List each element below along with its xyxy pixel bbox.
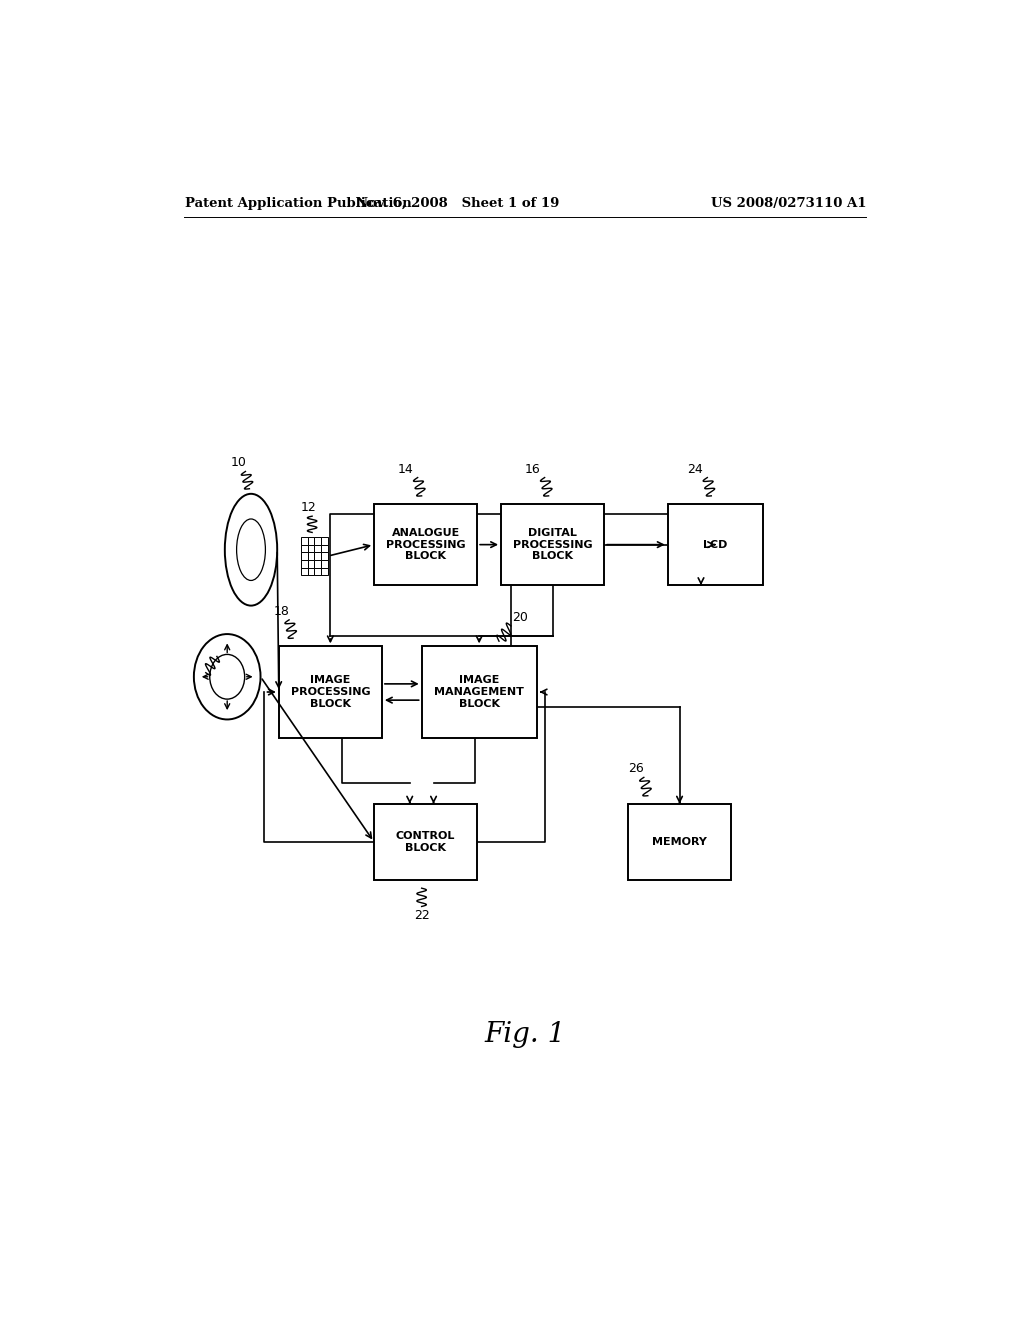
Bar <box>322 545 328 552</box>
Circle shape <box>210 655 245 700</box>
Circle shape <box>194 634 260 719</box>
Bar <box>301 537 308 545</box>
Text: IMAGE
PROCESSING
BLOCK: IMAGE PROCESSING BLOCK <box>291 676 371 709</box>
Text: LCD: LCD <box>703 540 727 549</box>
Bar <box>314 560 322 568</box>
Bar <box>314 537 322 545</box>
Bar <box>322 552 328 560</box>
Ellipse shape <box>225 494 278 606</box>
Text: 18: 18 <box>273 605 289 618</box>
Text: US 2008/0273110 A1: US 2008/0273110 A1 <box>711 197 866 210</box>
FancyBboxPatch shape <box>374 804 477 880</box>
Text: 14: 14 <box>398 462 414 475</box>
Bar <box>322 560 328 568</box>
Text: DIGITAL
PROCESSING
BLOCK: DIGITAL PROCESSING BLOCK <box>513 528 593 561</box>
Bar <box>301 560 308 568</box>
FancyBboxPatch shape <box>628 804 731 880</box>
Text: Patent Application Publication: Patent Application Publication <box>185 197 412 210</box>
Text: 12: 12 <box>301 502 316 515</box>
Text: 22: 22 <box>414 908 429 921</box>
Bar <box>308 568 314 576</box>
FancyBboxPatch shape <box>374 504 477 585</box>
FancyBboxPatch shape <box>501 504 604 585</box>
Text: CONTROL
BLOCK: CONTROL BLOCK <box>396 832 456 853</box>
Text: Nov. 6, 2008   Sheet 1 of 19: Nov. 6, 2008 Sheet 1 of 19 <box>355 197 559 210</box>
Bar <box>308 537 314 545</box>
Text: 24: 24 <box>687 462 703 475</box>
Bar <box>301 552 308 560</box>
FancyBboxPatch shape <box>422 647 537 738</box>
Bar <box>308 560 314 568</box>
FancyBboxPatch shape <box>279 647 382 738</box>
Bar <box>314 568 322 576</box>
Bar <box>322 537 328 545</box>
Bar <box>314 545 322 552</box>
Text: 10: 10 <box>231 457 247 470</box>
Bar <box>314 552 322 560</box>
Text: 28: 28 <box>194 678 209 692</box>
Text: 20: 20 <box>512 611 528 624</box>
Ellipse shape <box>237 519 265 581</box>
Text: Fig. 1: Fig. 1 <box>484 1022 565 1048</box>
Text: IMAGE
MANAGEMENT
BLOCK: IMAGE MANAGEMENT BLOCK <box>434 676 524 709</box>
Text: 16: 16 <box>525 462 541 475</box>
Bar <box>301 545 308 552</box>
Text: MEMORY: MEMORY <box>652 837 707 847</box>
FancyBboxPatch shape <box>668 504 763 585</box>
Bar <box>322 568 328 576</box>
Text: 26: 26 <box>628 763 644 775</box>
Text: ANALOGUE
PROCESSING
BLOCK: ANALOGUE PROCESSING BLOCK <box>386 528 466 561</box>
Bar <box>301 568 308 576</box>
Bar <box>308 552 314 560</box>
Bar <box>308 545 314 552</box>
